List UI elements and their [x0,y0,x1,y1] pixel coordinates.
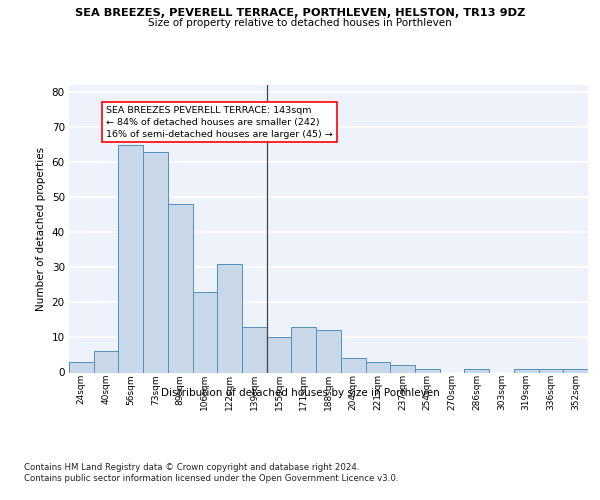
Bar [316,330,341,372]
Bar [365,362,390,372]
Bar [292,327,316,372]
Bar [168,204,193,372]
Bar [390,366,415,372]
Bar [563,369,588,372]
Bar [267,338,292,372]
Bar [118,144,143,372]
Text: Contains HM Land Registry data © Crown copyright and database right 2024.: Contains HM Land Registry data © Crown c… [24,462,359,471]
Bar [464,369,489,372]
Bar [539,369,563,372]
Bar [94,352,118,372]
Bar [341,358,365,372]
Text: Distribution of detached houses by size in Porthleven: Distribution of detached houses by size … [161,388,439,398]
Bar [217,264,242,372]
Bar [415,369,440,372]
Y-axis label: Number of detached properties: Number of detached properties [36,146,46,311]
Bar [514,369,539,372]
Bar [242,327,267,372]
Bar [143,152,168,372]
Text: Size of property relative to detached houses in Porthleven: Size of property relative to detached ho… [148,18,452,28]
Bar [69,362,94,372]
Text: SEA BREEZES, PEVERELL TERRACE, PORTHLEVEN, HELSTON, TR13 9DZ: SEA BREEZES, PEVERELL TERRACE, PORTHLEVE… [75,8,525,18]
Bar [193,292,217,372]
Text: SEA BREEZES PEVERELL TERRACE: 143sqm
← 84% of detached houses are smaller (242)
: SEA BREEZES PEVERELL TERRACE: 143sqm ← 8… [106,106,333,138]
Text: Contains public sector information licensed under the Open Government Licence v3: Contains public sector information licen… [24,474,398,483]
